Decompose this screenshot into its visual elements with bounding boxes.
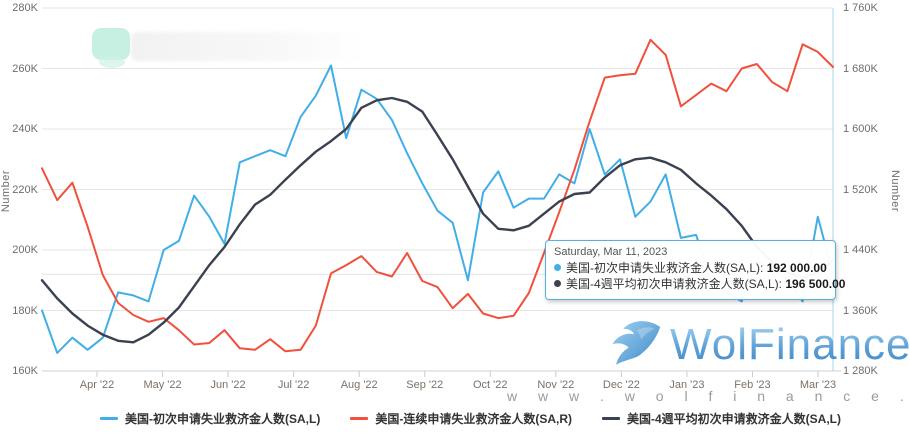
x-axis-tick-label: Sep '22 [406, 379, 444, 391]
right-axis-tick-label: 1 520K [843, 183, 878, 196]
x-axis-tick-label: Oct '22 [473, 379, 508, 391]
x-axis-tick-label: Aug '22 [340, 379, 378, 391]
ghost-watermark-strip [131, 32, 361, 61]
tooltip-value: 192 000.00 [766, 261, 827, 275]
series-4wk-average-line[interactable] [40, 96, 835, 344]
legend-label: 美国-4週平均初次申请救济金人数(SA,L) [627, 412, 841, 426]
brand-url: w w w . w o l f i n a n c e . c o m [507, 388, 910, 404]
right-axis-tick-label: 1 760K [843, 2, 878, 14]
series-bullet-icon [554, 264, 561, 272]
left-axis-tick-label: 260K [12, 62, 38, 75]
tooltip-label: 美国-4週平均初次申请救济金人数(SA,L): [566, 277, 786, 291]
tooltip-date: Saturday, Mar 11, 2023 [554, 246, 668, 258]
tooltip-value: 196 500.00 [785, 277, 846, 291]
wolf-logo-icon [612, 321, 661, 365]
x-axis-tick-label: Jul '22 [277, 379, 310, 391]
ghost-watermark-blob [92, 28, 130, 60]
legend-line-swatch [602, 417, 620, 420]
legend-line-swatch [350, 417, 369, 420]
legend-label: 美国-连续申请失业救济金人数(SA,R) [375, 412, 572, 426]
tooltip-row-initial-claims: 美国-初次申请失业救济金人数(SA,L): 192 000.00 [554, 260, 827, 276]
brand-watermark: WolFinance [606, 318, 910, 372]
legend-line-swatch [100, 417, 118, 420]
x-axis-tick-label: Jan '23 [669, 379, 705, 391]
right-axis-tick-label: 1 360K [843, 304, 878, 317]
chart-legend: 美国-初次申请失业救济金人数(SA,L) 美国-连续申请失业救济金人数(SA,R… [100, 410, 841, 427]
x-axis-tick-label: Dec '22 [602, 379, 640, 391]
legend-item-continuing-claims[interactable]: 美国-连续申请失业救济金人数(SA,R) [350, 410, 572, 427]
right-axis-tick-label: 1 280K [843, 365, 878, 377]
tooltip-label: 美国-初次申请失业救济金人数(SA,L): [566, 261, 767, 275]
left-axis-tick-label: 220K [12, 183, 38, 196]
x-axis-tick-label: Feb '23 [734, 379, 771, 391]
right-axis-title: Number [889, 169, 901, 213]
series-initial-claims-line[interactable] [41, 64, 834, 354]
brand-name: WolFinance [670, 320, 910, 369]
tooltip-row-4wk-average: 美国-4週平均初次申请救济金人数(SA,L): 196 500.00 [554, 276, 845, 292]
left-axis-tick-label: 280K [12, 2, 38, 14]
chart-tooltip: Saturday, Mar 11, 2023 美国-初次申请失业救济金人数(SA… [545, 240, 845, 300]
legend-item-initial-claims[interactable]: 美国-初次申请失业救济金人数(SA,L) [100, 410, 320, 427]
right-axis-tick-label: 1 600K [843, 123, 878, 135]
x-axis-tick-label: Mar '23 [799, 379, 837, 391]
left-axis-tick-label: 240K [12, 123, 38, 135]
left-axis-tick-label: 200K [12, 244, 38, 256]
left-axis-tick-label: 180K [12, 304, 38, 317]
legend-label: 美国-初次申请失业救济金人数(SA,L) [125, 412, 321, 426]
series-continuing-claims-line[interactable] [41, 38, 834, 353]
left-axis-tick-label: 160K [12, 365, 38, 377]
legend-item-4wk-average[interactable]: 美国-4週平均初次申请救济金人数(SA,L) [602, 410, 841, 427]
x-axis-tick-label: Nov '22 [537, 379, 575, 391]
x-axis-tick-label: Jun '22 [210, 379, 246, 391]
series-bullet-icon [554, 280, 561, 288]
right-axis-tick-label: 1 440K [843, 244, 878, 256]
x-axis-tick-label: May '22 [143, 379, 182, 391]
right-axis-tick-label: 1 680K [843, 62, 878, 75]
ghost-watermark-blob-tail [99, 56, 125, 68]
x-axis-tick-label: Apr '22 [79, 379, 115, 391]
